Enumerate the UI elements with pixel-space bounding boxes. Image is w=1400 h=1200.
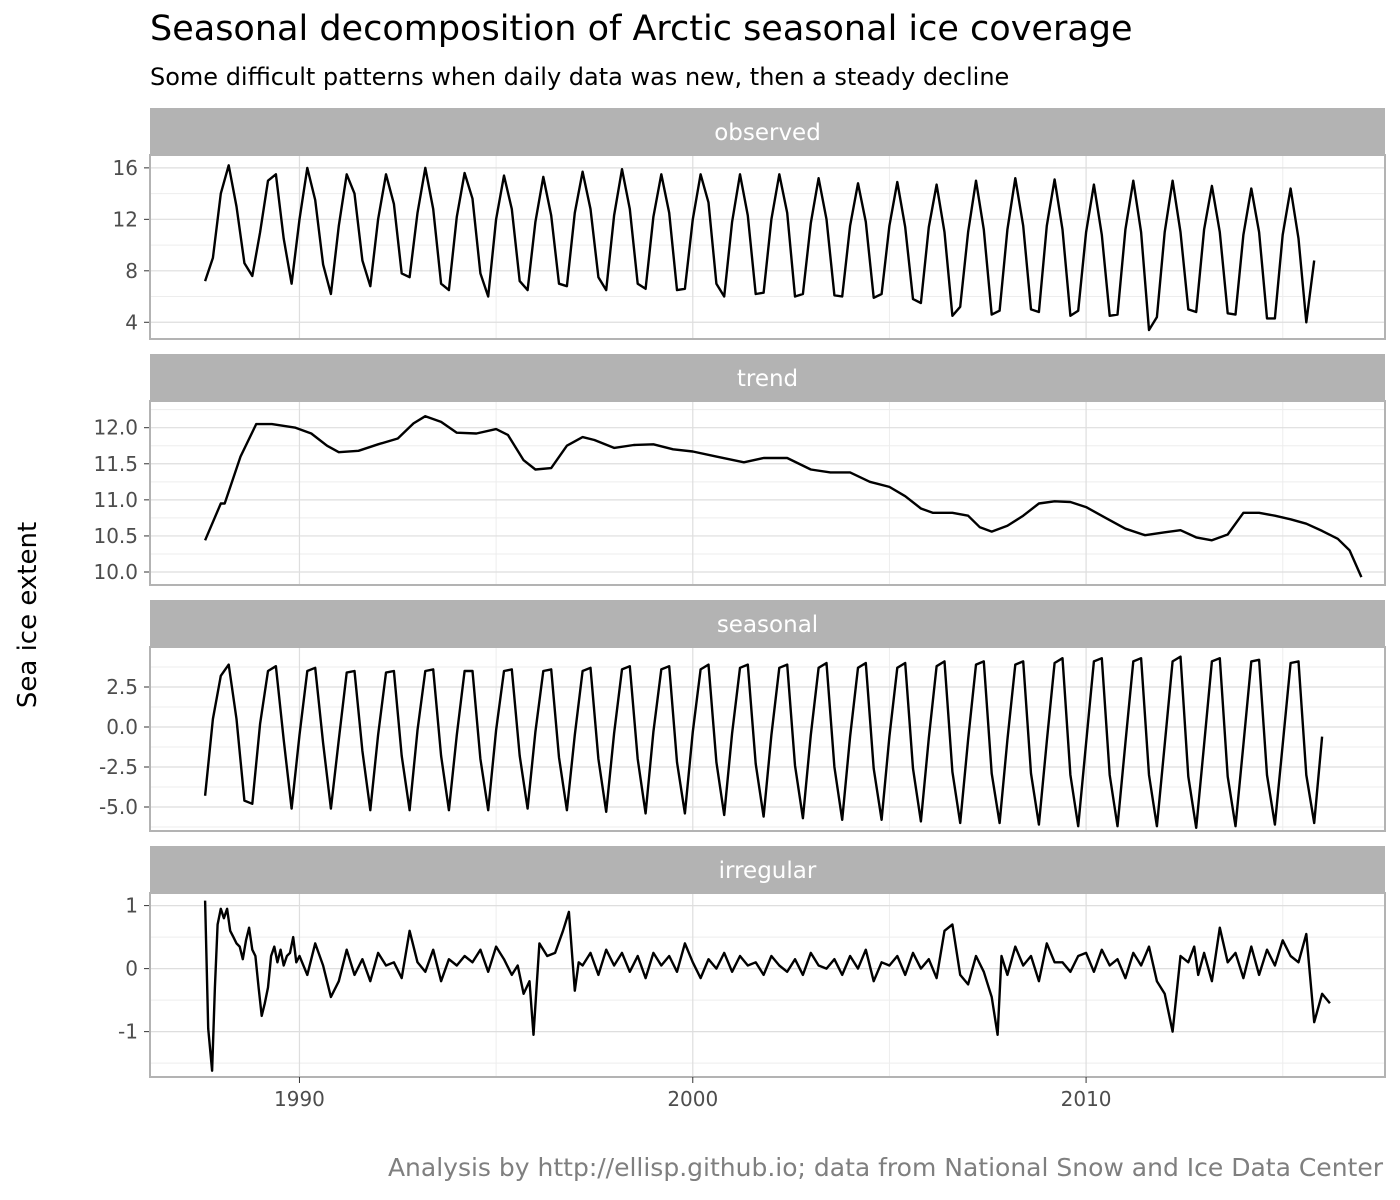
series-line-seasonal bbox=[203, 655, 1324, 829]
y-tick-label: -2.5 bbox=[99, 755, 138, 779]
panel-irregular: irregular -1 0 1 bbox=[118, 846, 1386, 1078]
panel-seasonal: seasonal -5.0 -2.5 0.0 2.5 bbox=[99, 600, 1386, 832]
series-line-irregular bbox=[203, 900, 1331, 1072]
x-axis: 1990 2000 2010 bbox=[274, 1077, 1112, 1111]
panel-border bbox=[149, 892, 1386, 1078]
panel-trend: trend 10.0 10.5 11.0 11.5 12.0 bbox=[93, 354, 1386, 586]
strip-label-observed: observed bbox=[714, 120, 821, 146]
y-tick-label: 12.0 bbox=[93, 416, 138, 440]
y-tick-label: 11.5 bbox=[93, 452, 138, 476]
y-tick-label: 10.5 bbox=[93, 524, 138, 548]
strip-observed bbox=[150, 108, 1385, 155]
x-tick-label: 1990 bbox=[274, 1087, 325, 1111]
y-tick-label: 1 bbox=[125, 894, 138, 918]
y-tick-label: 0 bbox=[125, 957, 138, 981]
panel-border bbox=[149, 154, 1386, 340]
y-tick-label: 11.0 bbox=[93, 488, 138, 512]
chart-subtitle: Some difficult patterns when daily data … bbox=[150, 63, 1009, 91]
panel-border bbox=[149, 400, 1386, 586]
strip-trend bbox=[150, 354, 1385, 401]
y-tick-label: 2.5 bbox=[106, 675, 138, 699]
y-tick-label: 8 bbox=[125, 259, 138, 283]
y-tick-label: 16 bbox=[113, 156, 138, 180]
y-tick-label: 12 bbox=[113, 207, 138, 231]
panel-border bbox=[149, 646, 1386, 832]
strip-label-trend: trend bbox=[737, 366, 798, 392]
chart-caption: Analysis by http://ellisp.github.io; dat… bbox=[388, 1153, 1384, 1182]
y-tick-label: 10.0 bbox=[93, 560, 138, 584]
y-tick-label: 4 bbox=[125, 310, 138, 334]
x-tick-label: 2010 bbox=[1061, 1087, 1112, 1111]
strip-irregular bbox=[150, 846, 1385, 893]
y-tick-label: -1 bbox=[118, 1020, 138, 1044]
series-line-trend bbox=[203, 415, 1363, 578]
y-tick-label: -5.0 bbox=[99, 795, 138, 819]
series-line-observed bbox=[203, 164, 1316, 332]
x-tick-label: 2000 bbox=[667, 1087, 718, 1111]
panel-observed: observed 4 8 12 16 bbox=[113, 108, 1386, 340]
y-tick-label: 0.0 bbox=[106, 715, 138, 739]
y-axis-label: Sea ice extent bbox=[13, 522, 43, 708]
chart-title: Seasonal decomposition of Arctic seasona… bbox=[150, 9, 1133, 49]
strip-label-seasonal: seasonal bbox=[717, 612, 818, 638]
strip-seasonal bbox=[150, 600, 1385, 647]
strip-label-irregular: irregular bbox=[719, 858, 817, 884]
facet-panels: observed481216trend10.010.511.011.512.0s… bbox=[93, 108, 1386, 1078]
